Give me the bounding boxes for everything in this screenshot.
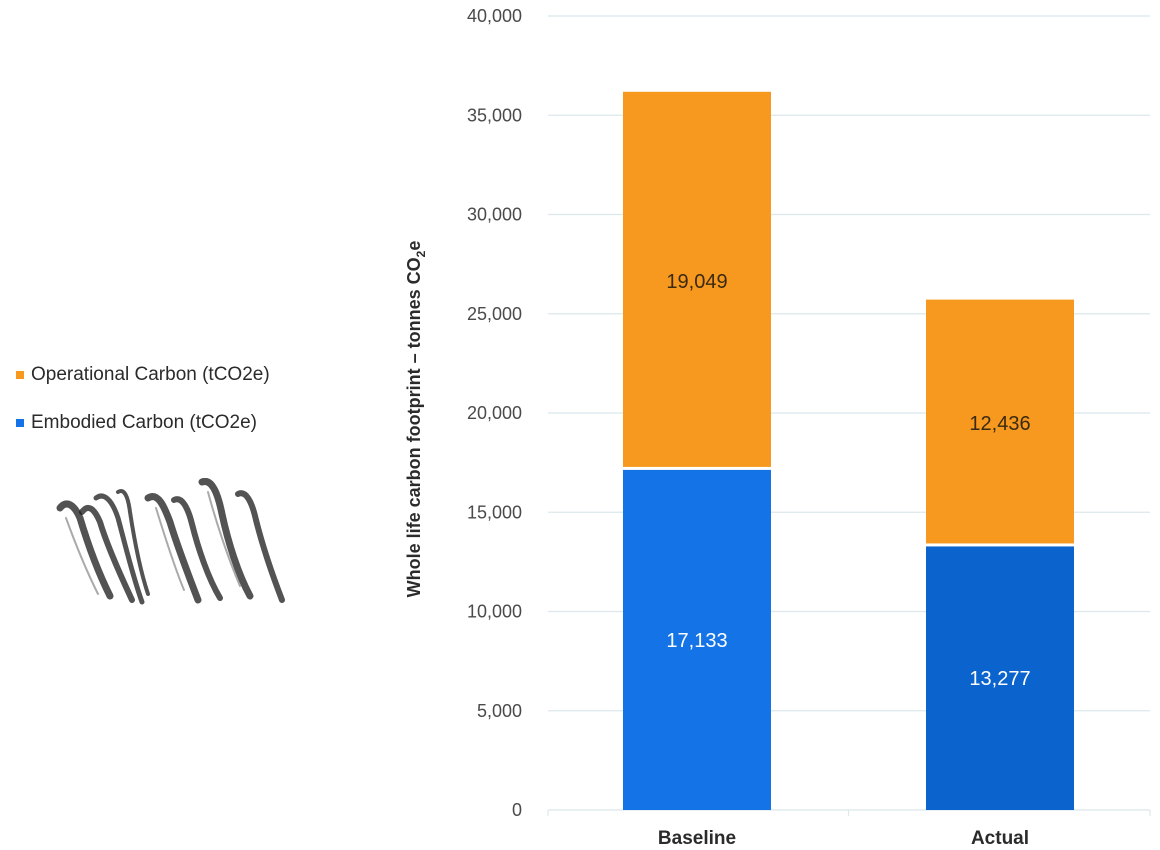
- bar-actual-operational: [926, 299, 1074, 544]
- y-tick-label: 40,000: [467, 6, 522, 26]
- y-tick-label: 0: [512, 800, 522, 820]
- legend-swatch: [16, 371, 24, 379]
- category-label: Baseline: [658, 828, 736, 849]
- y-tick-label: 25,000: [467, 304, 522, 324]
- y-tick-label: 20,000: [467, 403, 522, 423]
- y-axis-title-main: Whole life carbon footprint – tonnes CO: [404, 257, 424, 597]
- data-label: 19,049: [666, 271, 727, 293]
- y-tick-label: 35,000: [467, 105, 522, 125]
- chart-legend: Operational Carbon (tCO2e) Embodied Carbo…: [16, 362, 270, 458]
- data-label: 17,133: [666, 630, 727, 652]
- y-tick-label: 10,000: [467, 602, 522, 622]
- bar-baseline-operational: [623, 91, 771, 467]
- legend-label: Embodied Carbon (tCO2e): [31, 412, 257, 433]
- data-label: 12,436: [969, 413, 1030, 435]
- y-tick-label: 15,000: [467, 502, 522, 522]
- legend-label: Operational Carbon (tCO2e): [31, 364, 270, 385]
- bar-actual-embodied: [926, 546, 1074, 810]
- signature-scribble: [52, 477, 292, 623]
- legend-item: Embodied Carbon (tCO2e): [16, 410, 270, 436]
- y-axis-title-suffix: e: [404, 241, 424, 251]
- y-tick-label: 30,000: [467, 205, 522, 225]
- bar-baseline-embodied: [623, 469, 771, 810]
- y-axis-title-subscript: 2: [414, 250, 428, 257]
- category-label: Actual: [971, 828, 1029, 849]
- y-axis-title: Whole life carbon footprint – tonnes CO2…: [404, 241, 428, 598]
- legend-item: Operational Carbon (tCO2e): [16, 362, 270, 388]
- legend-swatch: [16, 419, 24, 427]
- y-tick-label: 5,000: [477, 701, 522, 721]
- data-label: 13,277: [969, 668, 1030, 690]
